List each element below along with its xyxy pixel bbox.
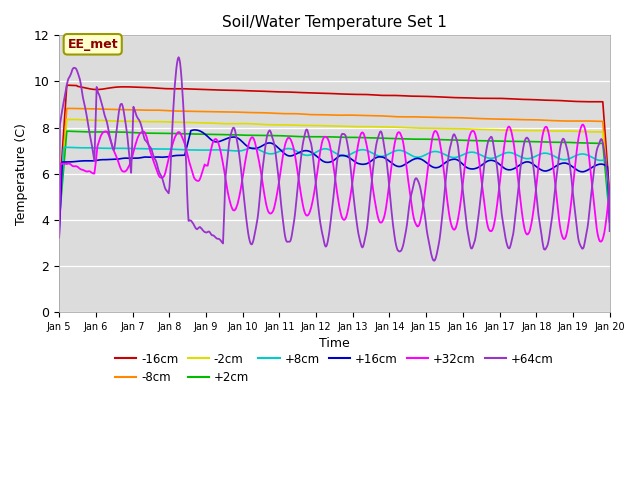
-16cm xyxy=(208,87,216,93)
-8cm xyxy=(208,109,216,115)
X-axis label: Time: Time xyxy=(319,337,350,350)
Line: -8cm: -8cm xyxy=(59,108,610,210)
-8cm xyxy=(66,106,74,111)
Line: +32cm: +32cm xyxy=(59,124,610,241)
+8cm xyxy=(402,149,410,155)
+8cm xyxy=(123,145,131,151)
+64cm xyxy=(65,75,73,81)
-8cm xyxy=(419,114,426,120)
-16cm xyxy=(123,84,131,90)
-2cm xyxy=(419,125,426,131)
+2cm xyxy=(63,128,70,134)
+8cm xyxy=(66,144,74,150)
+16cm xyxy=(191,127,198,133)
+2cm xyxy=(179,131,186,137)
Line: +2cm: +2cm xyxy=(59,131,610,222)
Text: EE_met: EE_met xyxy=(67,38,118,51)
+8cm xyxy=(419,154,426,159)
+64cm xyxy=(419,195,426,201)
+16cm xyxy=(65,159,73,165)
-16cm xyxy=(402,93,410,99)
-16cm xyxy=(419,94,426,99)
-2cm xyxy=(55,213,63,219)
+2cm xyxy=(123,130,131,135)
+32cm xyxy=(596,239,604,244)
-8cm xyxy=(402,114,410,120)
+16cm xyxy=(208,137,216,143)
-2cm xyxy=(606,210,614,216)
-2cm xyxy=(402,125,410,131)
+2cm xyxy=(66,129,74,134)
+64cm xyxy=(122,121,130,127)
+32cm xyxy=(65,161,73,167)
-8cm xyxy=(63,106,70,111)
+8cm xyxy=(55,227,63,232)
-16cm xyxy=(55,196,63,202)
Y-axis label: Temperature (C): Temperature (C) xyxy=(15,123,28,225)
+8cm xyxy=(208,147,216,153)
Line: +16cm: +16cm xyxy=(59,130,610,237)
+32cm xyxy=(417,213,425,219)
-8cm xyxy=(55,207,63,213)
+64cm xyxy=(431,258,438,264)
+16cm xyxy=(122,155,130,161)
+32cm xyxy=(207,148,214,154)
Line: -2cm: -2cm xyxy=(59,120,610,216)
+32cm xyxy=(606,219,614,225)
+2cm xyxy=(55,219,63,225)
Line: +8cm: +8cm xyxy=(59,147,610,229)
Title: Soil/Water Temperature Set 1: Soil/Water Temperature Set 1 xyxy=(222,15,447,30)
+16cm xyxy=(606,219,614,225)
-2cm xyxy=(208,120,216,126)
+2cm xyxy=(606,216,614,222)
+64cm xyxy=(208,232,216,238)
+16cm xyxy=(55,234,63,240)
-16cm xyxy=(63,82,70,88)
-16cm xyxy=(179,86,186,92)
+32cm xyxy=(55,235,63,240)
-2cm xyxy=(65,117,73,122)
+32cm xyxy=(178,133,186,139)
-16cm xyxy=(66,83,74,88)
+64cm xyxy=(179,89,186,95)
+2cm xyxy=(419,136,426,142)
+16cm xyxy=(402,161,410,167)
+64cm xyxy=(175,54,182,60)
-8cm xyxy=(179,108,186,114)
Line: +64cm: +64cm xyxy=(59,57,610,261)
+64cm xyxy=(606,228,614,234)
-16cm xyxy=(606,193,614,199)
+16cm xyxy=(419,157,426,163)
+32cm xyxy=(579,121,587,127)
-8cm xyxy=(123,107,131,113)
-8cm xyxy=(606,204,614,210)
-2cm xyxy=(123,119,131,124)
-2cm xyxy=(70,117,78,122)
+32cm xyxy=(122,168,130,174)
+32cm xyxy=(401,154,409,160)
+8cm xyxy=(60,144,68,150)
+64cm xyxy=(402,228,410,233)
+16cm xyxy=(178,153,186,158)
+64cm xyxy=(55,186,63,192)
+2cm xyxy=(402,136,410,142)
+2cm xyxy=(208,132,216,137)
-2cm xyxy=(179,120,186,125)
Line: -16cm: -16cm xyxy=(59,85,610,199)
+8cm xyxy=(179,147,186,153)
Legend: -16cm, -8cm, -2cm, +2cm, +8cm, +16cm, +32cm, +64cm: -16cm, -8cm, -2cm, +2cm, +8cm, +16cm, +3… xyxy=(110,348,559,389)
+8cm xyxy=(606,219,614,225)
